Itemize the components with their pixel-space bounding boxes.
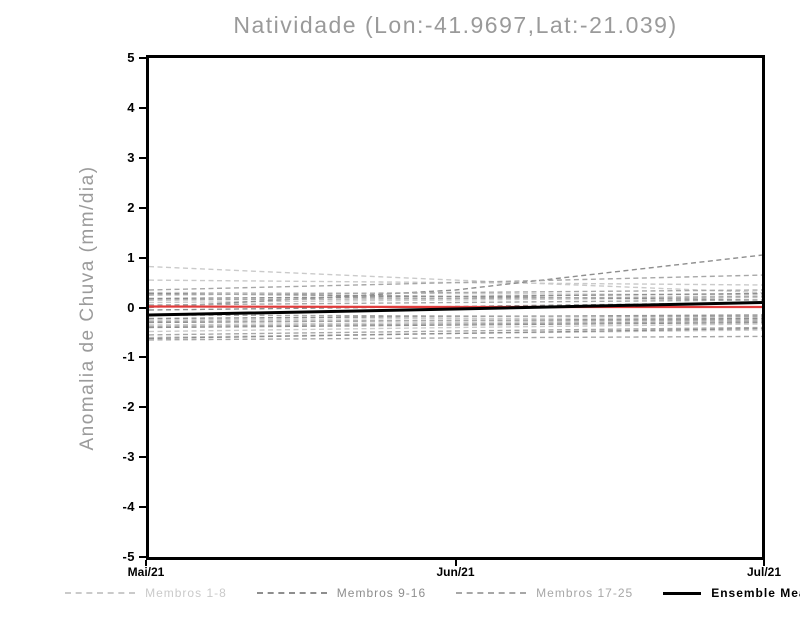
member-line (149, 321, 762, 329)
y-axis-tick (139, 57, 146, 59)
member-line (149, 323, 762, 333)
legend-label: Membros 9-16 (336, 586, 427, 600)
ensemble-mean-line (149, 301, 762, 317)
member-line (149, 295, 762, 301)
dashed-line-sample-icon (456, 592, 527, 594)
y-axis-tick-label: 3 (127, 149, 135, 165)
y-axis-tick (139, 506, 146, 509)
member-line (149, 316, 762, 321)
plot-area (146, 55, 765, 560)
y-axis-tick (139, 456, 146, 459)
x-axis-tick (763, 560, 765, 566)
legend: Membros 1-8 Membros 9-16 Membros 17-25 E… (65, 586, 800, 600)
y-axis-tick-label: 5 (127, 50, 135, 65)
member-line (149, 299, 762, 306)
y-axis-tick-label: -3 (122, 449, 135, 465)
legend-item-ensemble-mean: Ensemble Mean (663, 586, 800, 600)
legend-label: Ensemble Mean (711, 586, 800, 600)
member-line (149, 274, 762, 291)
y-axis-label: Anomalia de Chuva (mm/dia) (77, 165, 98, 451)
member-line (149, 326, 762, 336)
legend-item-members-1-8: Membros 1-8 (65, 586, 227, 600)
x-axis-tick (145, 560, 147, 566)
chart-title: Natividade (Lon:-41.9697,Lat:-21.039) (233, 12, 678, 38)
x-axis-tick-label: Mai/21 (127, 565, 165, 579)
y-axis-tick-label: 4 (127, 99, 135, 115)
plot-lines-canvas (149, 254, 762, 341)
member-line (149, 335, 762, 341)
red-reference-line (149, 305, 762, 309)
y-axis-tick (139, 356, 146, 359)
y-axis-tick (139, 556, 146, 558)
y-axis-tick-label: 2 (127, 199, 135, 215)
y-axis-tick-label: -5 (122, 549, 135, 564)
y-axis-tick (139, 256, 146, 259)
member-line (149, 327, 762, 340)
y-axis-tick (139, 206, 146, 209)
y-axis-tick-label: -1 (122, 349, 135, 365)
legend-label: Membros 1-8 (145, 586, 227, 600)
y-axis-tick-label: 1 (127, 249, 135, 265)
y-axis-tick (139, 106, 146, 109)
dashed-line-sample-icon (256, 592, 327, 594)
x-axis-tick (454, 560, 457, 566)
member-line (149, 314, 762, 318)
member-line (149, 320, 762, 328)
y-axis-tick-label: 0 (127, 299, 135, 315)
y-axis-tick (139, 156, 146, 159)
y-axis-tick (139, 306, 146, 309)
member-line (149, 265, 762, 294)
y-axis-tick-label: -4 (122, 499, 135, 515)
legend-label: Membros 17-25 (536, 586, 634, 600)
solid-line-sample-icon (663, 591, 702, 595)
legend-item-members-17-25: Membros 17-25 (456, 586, 633, 600)
member-line (149, 292, 762, 300)
member-line (149, 289, 762, 296)
member-line (149, 319, 762, 323)
dashed-line-sample-icon (65, 592, 136, 594)
x-axis-tick-label: Jun/21 (436, 565, 475, 579)
y-axis-tick-label: -2 (122, 399, 135, 415)
x-axis-tick-label: Jul/21 (746, 565, 782, 579)
y-axis-tick (139, 406, 146, 409)
legend-item-members-9-16: Membros 9-16 (256, 586, 427, 600)
member-line (149, 254, 762, 309)
